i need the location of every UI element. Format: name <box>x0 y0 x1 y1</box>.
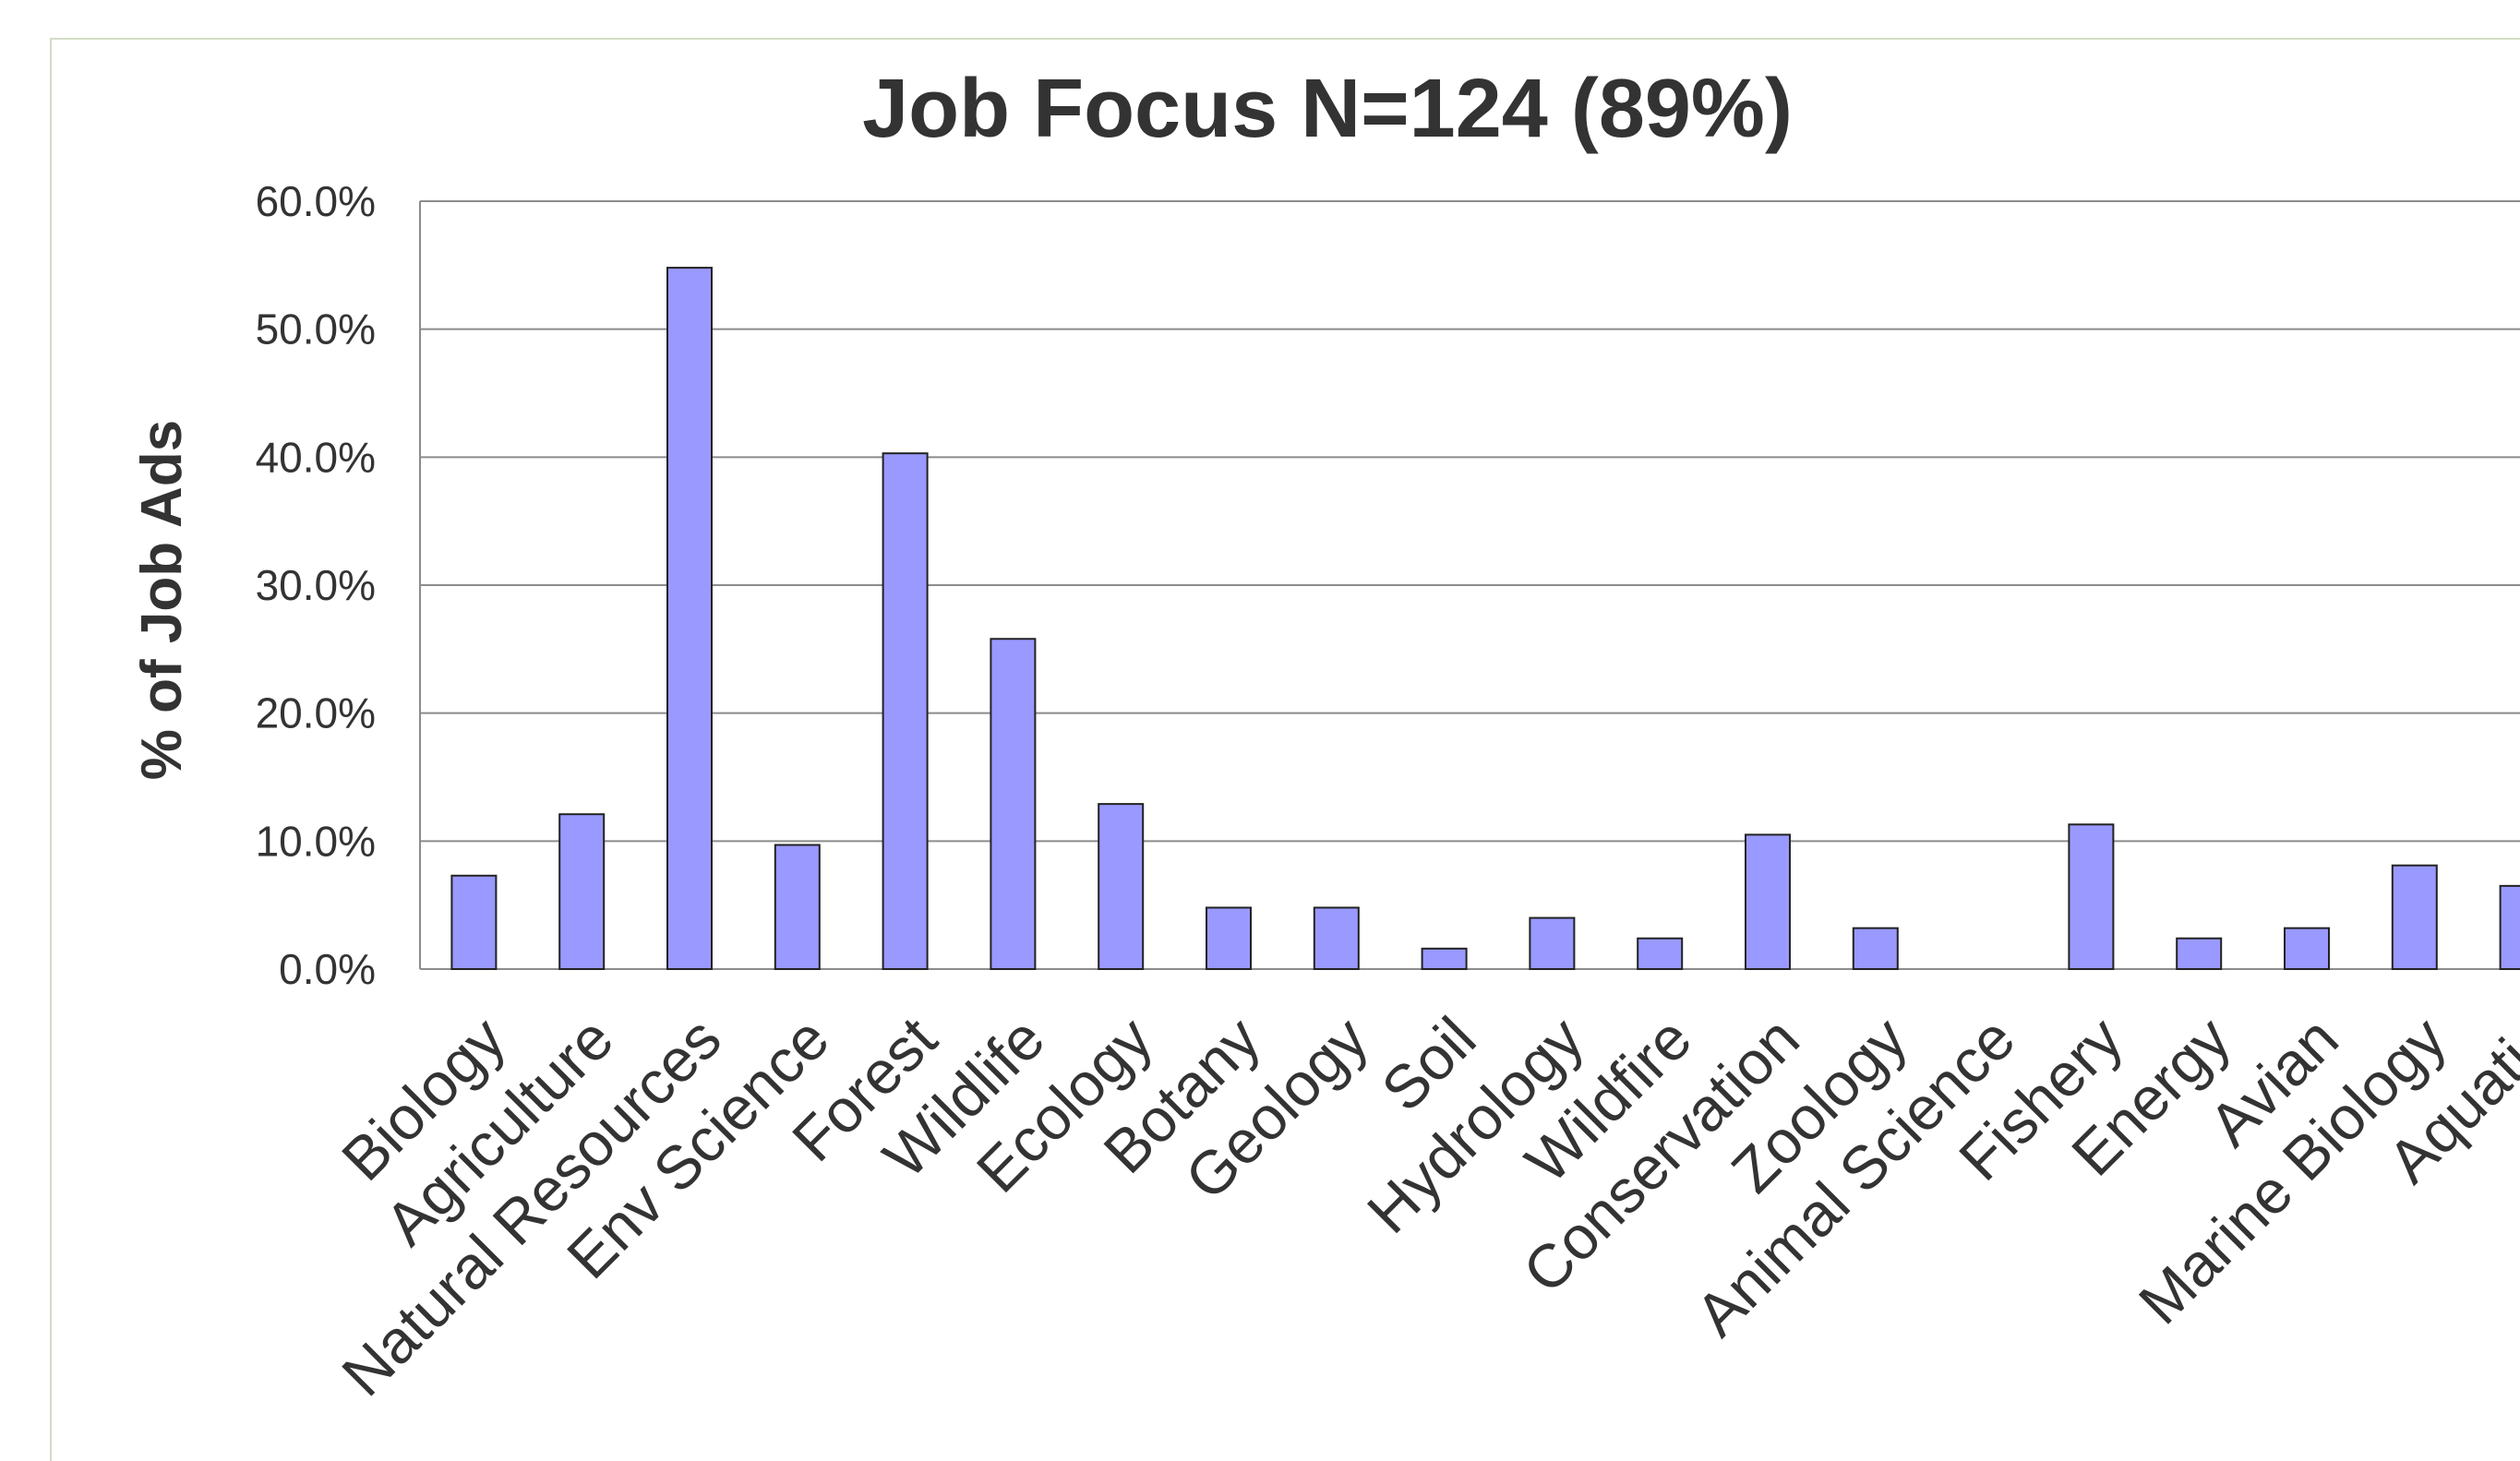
bar-wildfire <box>1637 937 1684 970</box>
bar-forest <box>882 452 929 970</box>
bar-natural-resources <box>666 267 713 970</box>
bar-ecology <box>1098 803 1145 970</box>
y-tick-label: 0.0% <box>279 945 376 993</box>
bar-agriculture <box>558 813 606 970</box>
bar-zoology <box>1852 927 1899 970</box>
y-tick-label: 10.0% <box>256 817 376 865</box>
bar-wildlife <box>990 638 1037 970</box>
bar-env-science <box>774 844 821 971</box>
y-tick-label: 40.0% <box>256 433 376 481</box>
y-tick-label: 60.0% <box>256 177 376 225</box>
bar-botany <box>1206 906 1252 970</box>
bar-conservation <box>1745 833 1791 971</box>
y-tick-labels: 0.0% 10.0% 20.0% 30.0% 40.0% 50.0% 60.0% <box>256 177 376 993</box>
bars <box>450 267 2520 971</box>
chart-area-border <box>50 38 2520 1461</box>
y-tick-label: 50.0% <box>256 305 376 353</box>
bar-avian <box>2284 927 2330 970</box>
bar-fishery <box>2068 823 2115 970</box>
bar-soil <box>1421 947 1468 971</box>
y-tick-label: 20.0% <box>256 689 376 737</box>
bar-biology <box>450 874 498 970</box>
bar-hydrology <box>1529 916 1576 970</box>
bar-energy <box>2176 937 2223 970</box>
bar-aquatic <box>2499 884 2520 970</box>
y-axis-title: % of Job Ads <box>130 420 194 780</box>
chart-title: Job Focus N=124 (89%) <box>862 63 1793 155</box>
bar-geology <box>1313 906 1360 970</box>
bar-marine-biology <box>2391 864 2438 970</box>
y-tick-label: 30.0% <box>256 561 376 609</box>
